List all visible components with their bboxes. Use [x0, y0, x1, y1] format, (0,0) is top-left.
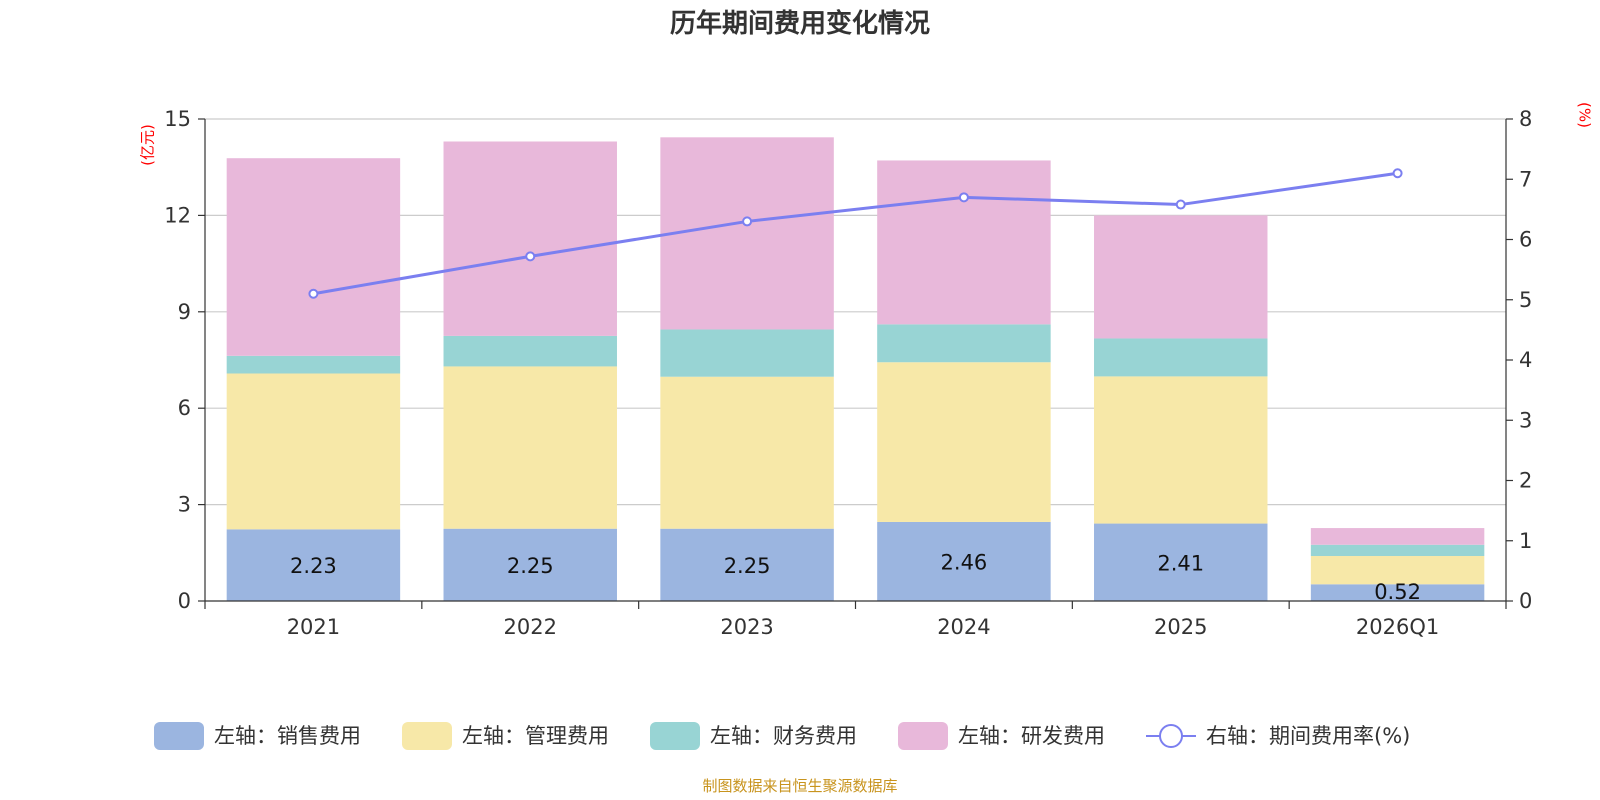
data-label-4: 2.41 — [1157, 551, 1204, 575]
bar-3-4 — [1094, 215, 1268, 339]
rate-point-5 — [1392, 168, 1403, 179]
left-tick-label-0: 0 — [178, 589, 191, 613]
left-tick-label-3: 9 — [178, 300, 191, 324]
left-tick-label-1: 3 — [178, 493, 191, 517]
bar-0-2 — [660, 528, 834, 601]
data-labels: 2.23 2.25 2.25 2.46 2.41 0.52 — [290, 550, 1421, 604]
data-label-2: 2.25 — [724, 554, 771, 578]
bar-2-2 — [660, 329, 834, 377]
source-note: 制图数据来自恒生聚源数据库 — [702, 777, 897, 795]
rate-point-3 — [958, 192, 969, 203]
bar-1-4 — [1094, 376, 1268, 524]
right-tick-label-8: 8 — [1519, 107, 1532, 131]
bar-3-1 — [443, 141, 617, 336]
legend-swatch-0 — [154, 722, 204, 750]
bar-1-2 — [660, 376, 834, 529]
bar-3-3 — [877, 160, 1051, 325]
x-tick-label-0: 2021 — [287, 615, 340, 639]
right-tick-label-6: 6 — [1519, 228, 1532, 252]
bar-3-5 — [1310, 528, 1485, 545]
bar-2-1 — [443, 335, 617, 367]
legend-swatch-1 — [402, 722, 452, 750]
bar-2-0 — [226, 355, 401, 374]
x-tick-label-1: 2022 — [504, 615, 557, 639]
gridlines — [205, 118, 1506, 506]
chart-title: 历年期间费用变化情况 — [670, 8, 930, 39]
right-axis-unit: (%) — [1576, 102, 1594, 128]
right-tick-label-2: 2 — [1519, 469, 1532, 493]
bar-3-0 — [226, 158, 401, 356]
bar-2-3 — [877, 324, 1051, 363]
rate-line — [308, 168, 1403, 299]
legend-swatch-2 — [650, 722, 700, 750]
bar-2-4 — [1094, 338, 1268, 377]
left-tick-label-4: 12 — [164, 203, 191, 227]
data-label-3: 2.46 — [941, 550, 988, 574]
bar-0-4 — [1094, 523, 1268, 601]
svg-text:(亿元): (亿元) — [139, 124, 157, 166]
svg-text:(%): (%) — [1576, 102, 1594, 128]
bar-0-1 — [443, 528, 617, 601]
rate-line-path — [313, 171, 1398, 296]
legend-label-2: 左轴：财务费用 — [710, 724, 857, 748]
bar-2-5 — [1310, 544, 1485, 557]
x-tick-label-5: 2026Q1 — [1356, 615, 1439, 639]
data-label-5: 0.52 — [1374, 580, 1421, 604]
legend-label-4: 右轴：期间费用率(%) — [1206, 724, 1410, 748]
x-tick-label-4: 2025 — [1154, 615, 1207, 639]
x-tick-label-2: 2023 — [720, 615, 773, 639]
bar-0-3 — [877, 521, 1051, 601]
right-tick-label-1: 1 — [1519, 529, 1532, 553]
rate-point-2 — [742, 216, 753, 227]
bar-3-2 — [660, 137, 834, 330]
rate-point-4 — [1175, 199, 1186, 210]
bar-0-5 — [1310, 584, 1485, 601]
bar-1-3 — [877, 362, 1051, 522]
bar-0-0 — [226, 529, 401, 601]
right-tick-label-7: 7 — [1519, 167, 1532, 191]
legend-label-0: 左轴：销售费用 — [214, 724, 361, 748]
bar-1-0 — [226, 373, 401, 530]
right-tick-label-0: 0 — [1519, 589, 1532, 613]
legend: 左轴：销售费用 左轴：管理费用 左轴：财务费用 左轴：研发费用 右轴：期间费用率(%) — [154, 722, 1410, 750]
rate-point-0 — [308, 288, 319, 299]
x-tick-label-3: 2024 — [937, 615, 990, 639]
right-tick-label-4: 4 — [1519, 348, 1532, 372]
left-axis-unit: (亿元) — [139, 124, 157, 166]
right-tick-label-5: 5 — [1519, 288, 1532, 312]
bars — [226, 137, 1485, 601]
data-label-1: 2.25 — [507, 554, 554, 578]
data-label-0: 2.23 — [290, 554, 337, 578]
bar-1-1 — [443, 366, 617, 529]
legend-marker-4 — [1159, 724, 1183, 748]
right-tick-label-3: 3 — [1519, 408, 1532, 432]
left-tick-label-2: 6 — [178, 396, 191, 420]
left-tick-label-5: 15 — [164, 107, 191, 131]
legend-swatch-3 — [898, 722, 948, 750]
legend-label-3: 左轴：研发费用 — [958, 724, 1105, 748]
legend-label-1: 左轴：管理费用 — [462, 724, 609, 748]
bar-1-5 — [1310, 556, 1485, 585]
rate-point-1 — [525, 251, 536, 262]
